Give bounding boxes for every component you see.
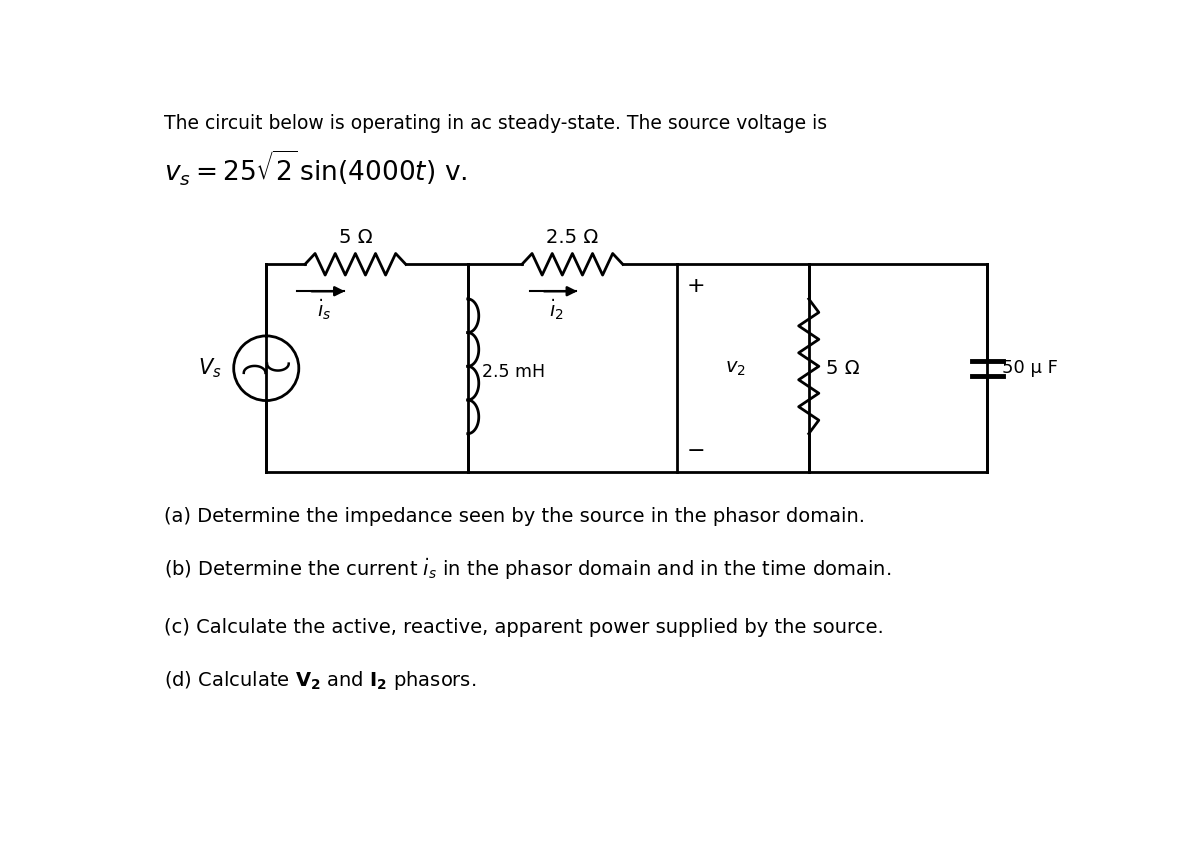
Text: 2.5 mH: 2.5 mH — [481, 363, 545, 381]
Text: 5 Ω: 5 Ω — [826, 359, 859, 378]
Text: $\dot{\imath}_s$: $\dot{\imath}_s$ — [317, 297, 331, 322]
Text: −: − — [686, 440, 704, 461]
Text: $V_s$: $V_s$ — [198, 356, 221, 380]
Text: +: + — [686, 276, 704, 296]
Text: $v_2$: $v_2$ — [725, 359, 745, 378]
Text: $v_s = 25\sqrt{2}\,\sin\!\left(4000t\right)\ \mathrm{v.}$: $v_s = 25\sqrt{2}\,\sin\!\left(4000t\rig… — [164, 149, 467, 188]
Text: (a) Determine the impedance seen by the source in the phasor domain.: (a) Determine the impedance seen by the … — [164, 507, 865, 526]
Text: 2.5 Ω: 2.5 Ω — [546, 228, 599, 248]
Text: (d) Calculate $\mathbf{V_2}$ and $\mathbf{I_2}$ phasors.: (d) Calculate $\mathbf{V_2}$ and $\mathb… — [164, 669, 476, 691]
Text: 5 Ω: 5 Ω — [338, 228, 372, 248]
Text: The circuit below is operating in ac steady-state. The source voltage is: The circuit below is operating in ac ste… — [164, 115, 827, 133]
Text: (b) Determine the current $\dot{\imath}_s$ in the phasor domain and in the time : (b) Determine the current $\dot{\imath}_… — [164, 557, 892, 583]
Text: (c) Calculate the active, reactive, apparent power supplied by the source.: (c) Calculate the active, reactive, appa… — [164, 619, 883, 637]
Text: $\dot{\imath}_2$: $\dot{\imath}_2$ — [550, 297, 564, 322]
Text: 50 μ F: 50 μ F — [1002, 360, 1058, 377]
